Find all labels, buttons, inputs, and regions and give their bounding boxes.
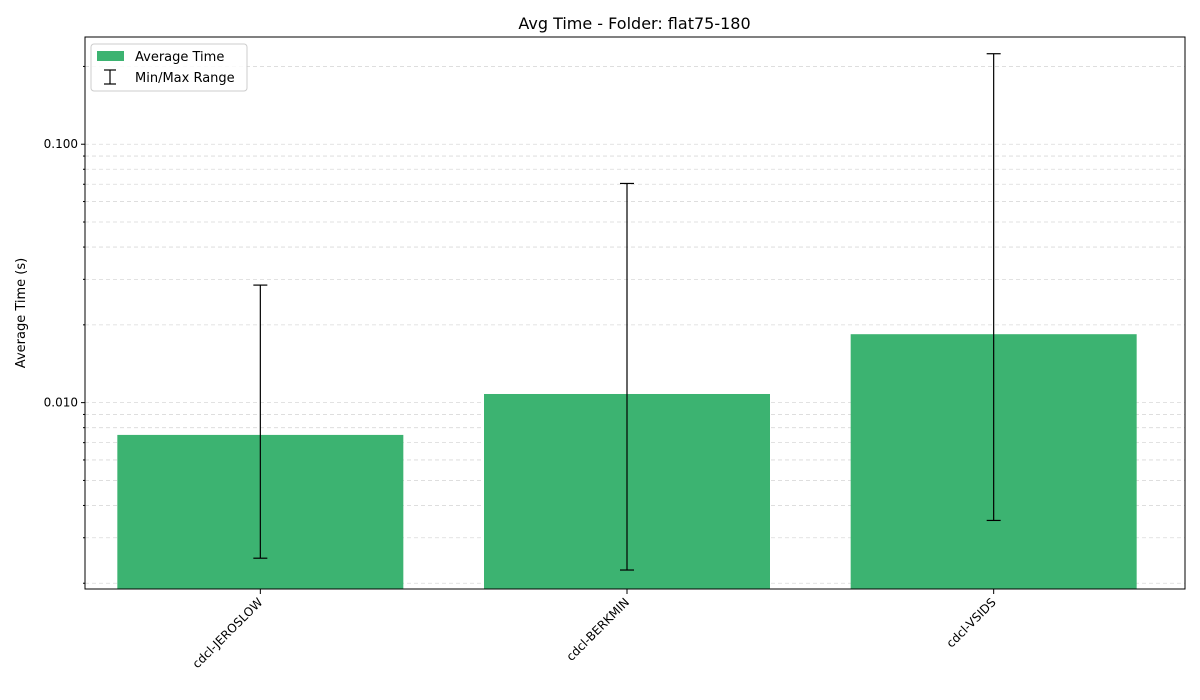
error-bars: [253, 53, 1001, 571]
plot-area-frame: [84, 36, 1186, 590]
y-tick-label: 0.100: [44, 137, 78, 151]
legend-box: [90, 43, 248, 92]
legend-swatch-min-max-range: [104, 69, 116, 85]
y-axis-label: Average Time (s): [14, 258, 29, 368]
y-tick-label: 0.010: [44, 396, 78, 410]
legend-swatch-average-time: [97, 51, 124, 61]
chart-title: Avg Time - Folder: flat75-180: [518, 14, 750, 33]
legend-label-average-time: Average Time: [135, 50, 224, 65]
legend-label-min-max-range: Min/Max Range: [135, 71, 235, 86]
x-tick-label: cdcl-BERKMIN: [564, 595, 633, 664]
x-tick-label: cdcl-VSIDS: [944, 595, 999, 650]
legend: Average Time Min/Max Range: [90, 43, 248, 92]
x-tick-label: cdcl-JEROSLOW: [190, 595, 266, 671]
x-axis-ticks: cdcl-JEROSLOW cdcl-BERKMIN cdcl-VSIDS: [190, 589, 999, 671]
y-axis-ticks: 0.010 0.100: [44, 65, 85, 584]
